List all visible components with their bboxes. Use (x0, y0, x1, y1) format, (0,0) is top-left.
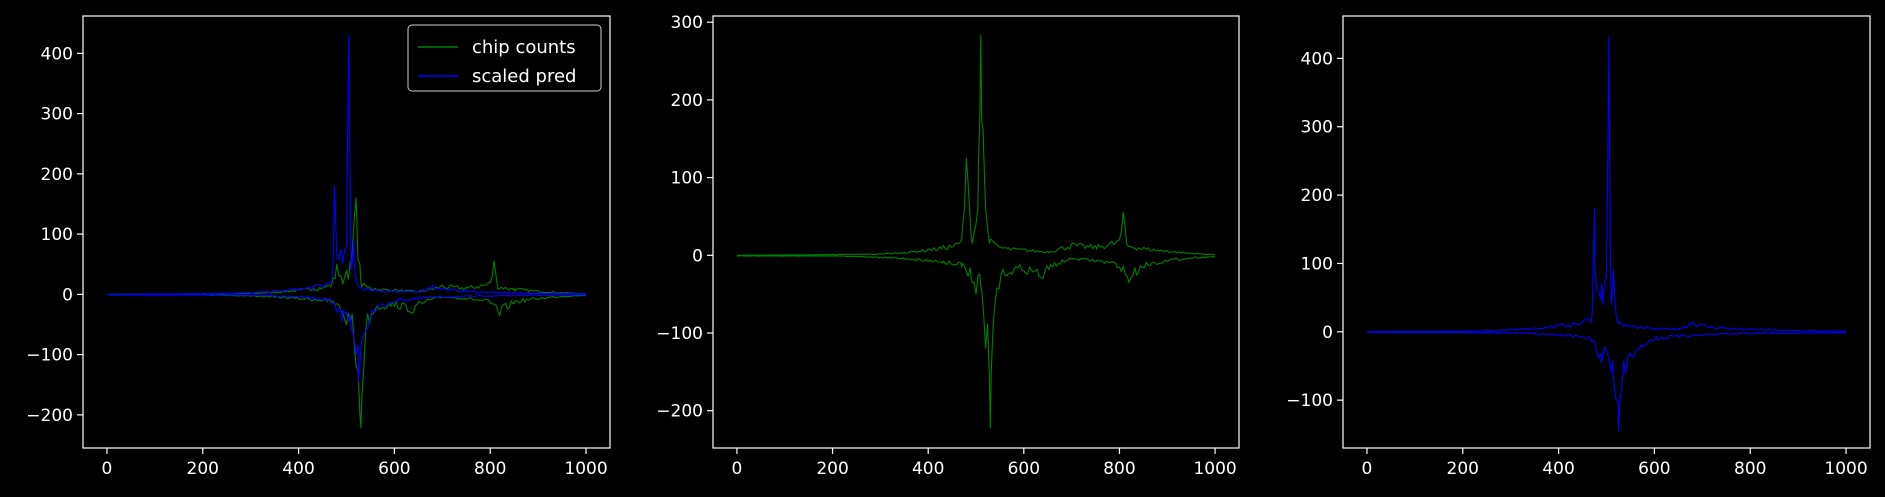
y-tick-label: 200 (671, 91, 703, 111)
y-tick-label: 0 (1322, 323, 1333, 343)
y-tick-label: 300 (671, 13, 703, 33)
x-tick-label: 600 (1008, 459, 1040, 479)
legend-box (407, 24, 602, 92)
chart-panel-1: 0 200 400 600 800 1000 −200 −100 0 100 200 300 400 ch… (26, 15, 611, 479)
legend: chip counts scaled pred (407, 24, 602, 92)
y-tick-label: 100 (1301, 254, 1333, 274)
y-tick-label: 0 (62, 285, 73, 305)
y-tick-label: −200 (656, 402, 703, 422)
series-group (736, 34, 1216, 429)
x-tick-label: 1000 (1193, 459, 1236, 479)
x-tick-label: 800 (1103, 459, 1135, 479)
x-tick-label: 400 (282, 459, 314, 479)
y-tick-label: 200 (41, 165, 73, 185)
x-tick-label: 200 (816, 459, 848, 479)
series-line-scaled-pred-lower (1366, 331, 1847, 432)
series-line-scaled-pred-upper (106, 33, 586, 295)
x-tick-label: 400 (1542, 459, 1574, 479)
axes-frame (82, 15, 611, 449)
series-line-scaled-pred-upper (1367, 35, 1846, 333)
x-tick-label: 200 (1447, 459, 1479, 479)
series-line-chip-counts-lower (736, 255, 1216, 429)
x-tick-label: 800 (474, 459, 506, 479)
legend-label-scaled-pred: scaled pred (472, 66, 576, 87)
y-tick-label: 200 (1301, 186, 1333, 206)
x-tick-label: 1000 (564, 459, 607, 479)
x-tick-label: 600 (1638, 459, 1670, 479)
x-tick-label: 0 (731, 459, 742, 479)
y-tick-label: −100 (26, 346, 73, 366)
x-tick-label: 200 (187, 459, 219, 479)
series-line-scaled-pred-lower (106, 294, 587, 383)
y-tick-label: 0 (692, 246, 703, 266)
y-tick-label: 100 (671, 169, 703, 189)
x-tick-label: 0 (102, 459, 113, 479)
x-tick-label: 800 (1734, 459, 1766, 479)
x-tick-label: 0 (1362, 459, 1373, 479)
y-tick-label: 400 (41, 44, 73, 64)
y-tick-label: −100 (656, 324, 703, 344)
y-tick-label: 100 (41, 225, 73, 245)
y-tick-label: 400 (1301, 49, 1333, 69)
axes-frame (1342, 15, 1871, 449)
chart-panel-2: 0 200 400 600 800 1000 −200 −100 0 100 200 300 (656, 13, 1240, 479)
series-line-chip-counts-upper (736, 34, 1216, 256)
axes-frame (712, 15, 1240, 449)
chart-panel-3: 0 200 400 600 800 1000 −100 0 100 200 300 400 (1286, 15, 1871, 479)
x-tick-label: 400 (912, 459, 944, 479)
y-tick-label: 300 (1301, 118, 1333, 138)
x-tick-label: 1000 (1824, 459, 1867, 479)
series-group (1366, 35, 1847, 432)
y-tick-label: −100 (1286, 391, 1333, 411)
x-tick-label: 600 (378, 459, 410, 479)
legend-label-chip-counts: chip counts (472, 37, 576, 58)
y-tick-label: −200 (26, 406, 73, 426)
y-tick-label: 300 (41, 105, 73, 125)
series-group (106, 33, 587, 429)
